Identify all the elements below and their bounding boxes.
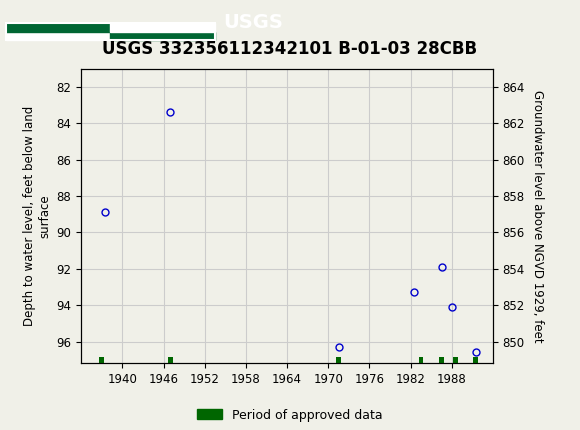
Text: USGS: USGS (223, 13, 283, 32)
Y-axis label: Depth to water level, feet below land
surface: Depth to water level, feet below land su… (23, 106, 51, 326)
Bar (6, 24, 110, 31)
Bar (110, 24, 215, 31)
Bar (110, 31, 215, 40)
Bar (99, 357, 104, 363)
Bar (6, 31, 110, 40)
Bar (336, 357, 341, 363)
Bar (6, 24, 215, 40)
Y-axis label: Groundwater level above NGVD 1929, feet: Groundwater level above NGVD 1929, feet (531, 90, 543, 342)
Legend: Period of approved data: Period of approved data (197, 408, 383, 421)
Text: USGS 332356112342101 B-01-03 28CBB: USGS 332356112342101 B-01-03 28CBB (103, 40, 477, 58)
Bar (168, 357, 173, 363)
Bar (453, 357, 458, 363)
Bar (439, 357, 444, 363)
Bar (473, 357, 478, 363)
Bar (419, 357, 423, 363)
